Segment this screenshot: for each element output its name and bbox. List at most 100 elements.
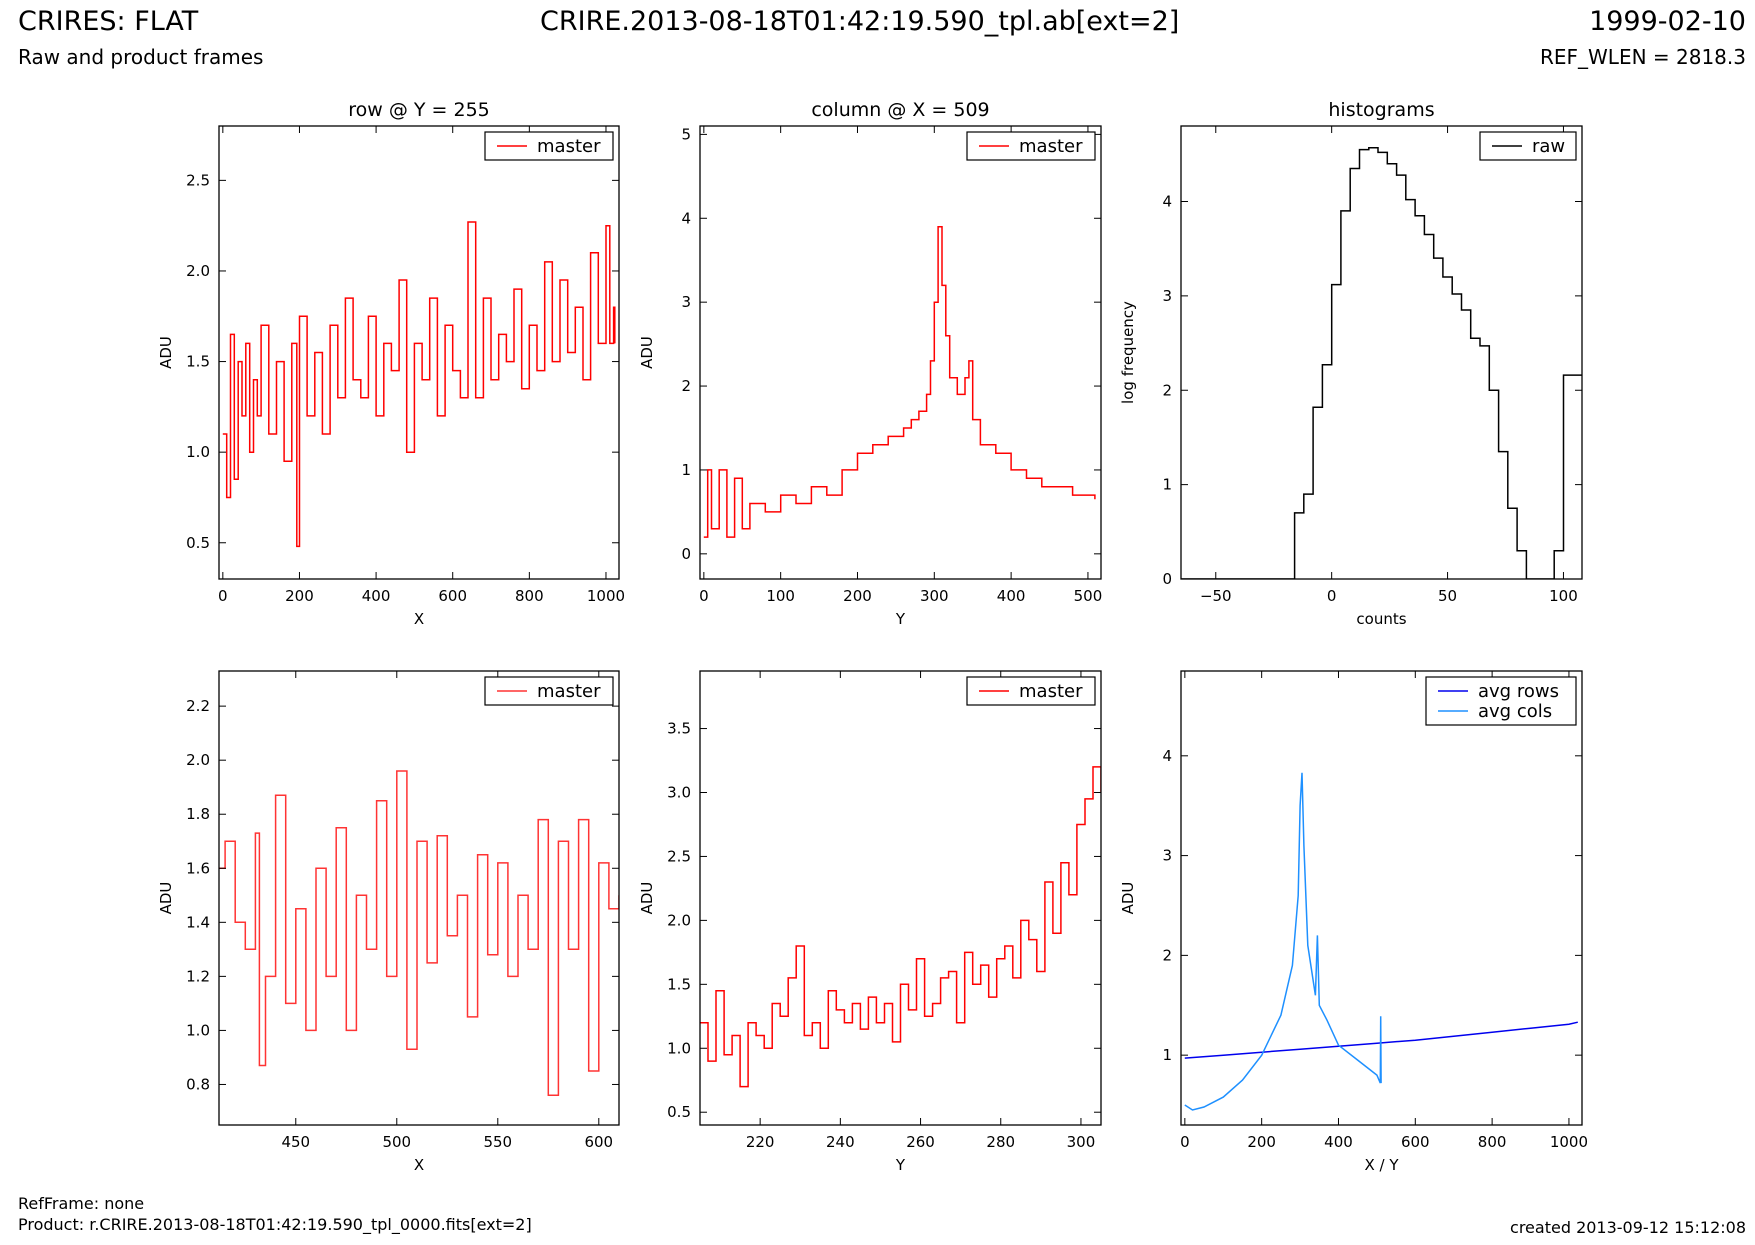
row-panel: 0 200 400 600 800 1000 0.5 1.0 1.5 2.0 2.5 row @ Y …: [157, 99, 625, 628]
avg-frame: [1180, 670, 1583, 1126]
row-ytick-label: 2.5: [186, 171, 210, 189]
avg-panel: 0 200 400 600 800 1000 1 2 3 4 X / Y ADU avg rowsavg…: [1119, 670, 1588, 1174]
avg-xtick-label: 600: [1401, 1133, 1430, 1151]
row-ytick-label: 2.0: [186, 262, 210, 280]
column-xtick-label: 100: [766, 587, 795, 605]
column-zoom-ytick-label: 2.5: [667, 847, 691, 865]
column-xtick-label: 500: [1074, 587, 1103, 605]
avg-ytick-label: 3: [1162, 847, 1172, 865]
row-zoom-ytick-label: 1.6: [186, 859, 210, 877]
avg-series-avg-cols: [1184, 772, 1382, 1111]
row-zoom-ytick-label: 1.2: [186, 967, 210, 985]
product-name: Product: r.CRIRE.2013-08-18T01:42:19.590…: [18, 1215, 532, 1234]
page-subtitle: Raw and product frames: [18, 45, 264, 69]
column-ytick-label: 5: [681, 125, 691, 143]
column-ytick-label: 3: [681, 293, 691, 311]
column-zoom-ytick-label: 3.5: [667, 720, 691, 738]
column-zoom-xtick-label: 260: [906, 1133, 935, 1151]
row-zoom-xtick-label: 550: [483, 1133, 512, 1151]
column-zoom-xtick-label: 300: [1067, 1133, 1096, 1151]
hist-xtick-label: 100: [1549, 587, 1578, 605]
column-series-master: [703, 225, 1096, 538]
ref-frame: RefFrame: none: [18, 1194, 145, 1213]
row-frame: [218, 125, 620, 580]
row-zoom-series-master: [219, 770, 619, 1097]
hist-ytick-label: 1: [1162, 476, 1172, 494]
column-zoom-legend-label: master: [1019, 681, 1083, 702]
avg-xtick-label: 200: [1247, 1133, 1276, 1151]
hist-xtick-label: 0: [1327, 587, 1337, 605]
column-ytick-label: 4: [681, 209, 691, 227]
row-zoom-ytick-label: 1.8: [186, 805, 210, 823]
column-xtick-label: 0: [699, 587, 709, 605]
ref-wavelength: REF_WLEN = 2818.3: [1539, 45, 1746, 69]
row-zoom-xlabel: X: [414, 1156, 424, 1174]
avg-xtick-label: 0: [1180, 1133, 1190, 1151]
column-zoom-xtick-label: 220: [746, 1133, 775, 1151]
column-zoom-frame: [699, 670, 1102, 1126]
column-zoom-ytick-label: 1.0: [667, 1039, 691, 1057]
column-zoom-xlabel: Y: [895, 1156, 906, 1174]
hist-xtick-label: −50: [1200, 587, 1232, 605]
row-xtick-label: 200: [285, 587, 314, 605]
avg-legend-label: avg cols: [1478, 701, 1552, 722]
row-zoom-ytick-label: 0.8: [186, 1075, 210, 1093]
avg-ytick-label: 2: [1162, 946, 1172, 964]
row-zoom-ytick-label: 2.0: [186, 751, 210, 769]
avg-xtick-label: 800: [1478, 1133, 1507, 1151]
created-timestamp: created 2013-09-12 15:12:08: [1510, 1218, 1746, 1237]
hist-ytick-label: 4: [1162, 193, 1172, 211]
row-ytick-label: 1.5: [186, 353, 210, 371]
column-ytick-label: 0: [681, 545, 691, 563]
column-xtick-label: 400: [997, 587, 1026, 605]
hist-series-raw: [1181, 146, 1582, 579]
column-zoom-ytick-label: 1.5: [667, 975, 691, 993]
column-zoom-series-master: [700, 766, 1101, 1088]
observation-date: 1999-02-10: [1589, 6, 1746, 37]
column-zoom-xtick-label: 240: [826, 1133, 855, 1151]
column-zoom-ytick-label: 2.0: [667, 911, 691, 929]
column-zoom-ytick-label: 0.5: [667, 1103, 691, 1121]
row-xlabel: X: [414, 610, 424, 628]
row-title: row @ Y = 255: [348, 99, 490, 121]
column-zoom-panel: 220 240 260 280 300 0.5 1.0 1.5 2.0 2.5 3.0 3.5 Y ADU…: [638, 670, 1102, 1174]
row-zoom-ytick-label: 1.4: [186, 913, 210, 931]
row-xtick-label: 600: [438, 587, 467, 605]
row-xtick-label: 400: [362, 587, 391, 605]
row-ytick-label: 0.5: [186, 534, 210, 552]
avg-ylabel: ADU: [1119, 882, 1137, 915]
hist-frame: [1180, 125, 1583, 580]
avg-xtick-label: 400: [1324, 1133, 1353, 1151]
column-zoom-ylabel: ADU: [638, 882, 656, 915]
row-ylabel: ADU: [157, 336, 175, 369]
column-xtick-label: 300: [920, 587, 949, 605]
avg-legend: [1425, 676, 1577, 726]
column-zoom-xtick-label: 280: [986, 1133, 1015, 1151]
column-panel: 0 100 200 300 400 500 0 1 2 3 4 5 column @ X = 509 Y A…: [638, 99, 1102, 628]
avg-ytick-label: 4: [1162, 747, 1172, 765]
row-zoom-panel: 450 500 550 600 0.8 1.0 1.2 1.4 1.6 1.8 2.0 2.2 X ADU…: [157, 670, 620, 1174]
hist-ylabel: log frequency: [1119, 301, 1137, 404]
page-title: CRIRES: FLAT: [18, 6, 199, 37]
row-xtick-label: 1000: [587, 587, 625, 605]
hist-xtick-label: 50: [1438, 587, 1457, 605]
row-zoom-xtick-label: 600: [584, 1133, 613, 1151]
column-xlabel: Y: [895, 610, 906, 628]
column-title: column @ X = 509: [811, 99, 989, 121]
row-legend-label: master: [537, 136, 601, 157]
column-xtick-label: 200: [843, 587, 872, 605]
row-zoom-xtick-label: 450: [281, 1133, 310, 1151]
column-legend-label: master: [1019, 136, 1083, 157]
hist-legend-label: raw: [1532, 136, 1565, 157]
row-zoom-legend-label: master: [537, 681, 601, 702]
column-zoom-ytick-label: 3.0: [667, 783, 691, 801]
hist-ytick-label: 0: [1162, 570, 1172, 588]
file-name: CRIRE.2013-08-18T01:42:19.590_tpl.ab[ext…: [540, 6, 1180, 37]
row-series-master: [222, 221, 616, 548]
column-frame: [699, 125, 1102, 580]
avg-legend-label: avg rows: [1478, 681, 1559, 702]
row-xtick-label: 800: [515, 587, 544, 605]
row-ytick-label: 1.0: [186, 443, 210, 461]
column-ylabel: ADU: [638, 336, 656, 369]
